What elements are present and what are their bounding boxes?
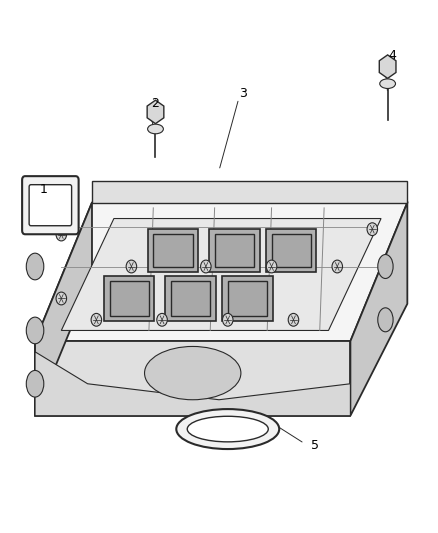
Text: 1: 1 bbox=[40, 183, 48, 196]
Polygon shape bbox=[148, 229, 198, 272]
Text: 3: 3 bbox=[239, 87, 247, 100]
Ellipse shape bbox=[145, 346, 241, 400]
Polygon shape bbox=[215, 234, 254, 267]
Polygon shape bbox=[228, 281, 267, 316]
Circle shape bbox=[201, 260, 211, 273]
Polygon shape bbox=[110, 281, 149, 316]
Polygon shape bbox=[171, 281, 210, 316]
Text: 2: 2 bbox=[152, 98, 159, 110]
Ellipse shape bbox=[380, 79, 396, 88]
Text: 4: 4 bbox=[388, 50, 396, 62]
Polygon shape bbox=[35, 352, 350, 416]
Ellipse shape bbox=[26, 370, 44, 397]
Polygon shape bbox=[35, 341, 350, 416]
Ellipse shape bbox=[378, 308, 393, 332]
Polygon shape bbox=[272, 234, 311, 267]
Ellipse shape bbox=[378, 255, 393, 279]
Circle shape bbox=[56, 292, 67, 305]
Circle shape bbox=[367, 223, 378, 236]
Circle shape bbox=[126, 260, 137, 273]
Text: 5: 5 bbox=[311, 439, 319, 451]
Polygon shape bbox=[350, 203, 407, 416]
Polygon shape bbox=[209, 229, 259, 272]
Circle shape bbox=[266, 260, 277, 273]
Circle shape bbox=[332, 260, 343, 273]
FancyBboxPatch shape bbox=[22, 176, 78, 235]
Circle shape bbox=[288, 313, 299, 326]
Circle shape bbox=[91, 313, 102, 326]
FancyBboxPatch shape bbox=[29, 185, 71, 226]
Ellipse shape bbox=[26, 317, 44, 344]
Polygon shape bbox=[35, 203, 407, 341]
Polygon shape bbox=[104, 276, 154, 321]
Ellipse shape bbox=[176, 409, 279, 449]
Polygon shape bbox=[222, 276, 272, 321]
Polygon shape bbox=[35, 203, 92, 416]
Circle shape bbox=[56, 228, 67, 241]
Ellipse shape bbox=[148, 124, 163, 134]
Polygon shape bbox=[92, 181, 407, 203]
Circle shape bbox=[223, 313, 233, 326]
Ellipse shape bbox=[187, 416, 268, 442]
Polygon shape bbox=[61, 219, 381, 330]
Polygon shape bbox=[166, 276, 215, 321]
Polygon shape bbox=[153, 234, 193, 267]
Polygon shape bbox=[266, 229, 316, 272]
Circle shape bbox=[157, 313, 167, 326]
Ellipse shape bbox=[26, 253, 44, 280]
